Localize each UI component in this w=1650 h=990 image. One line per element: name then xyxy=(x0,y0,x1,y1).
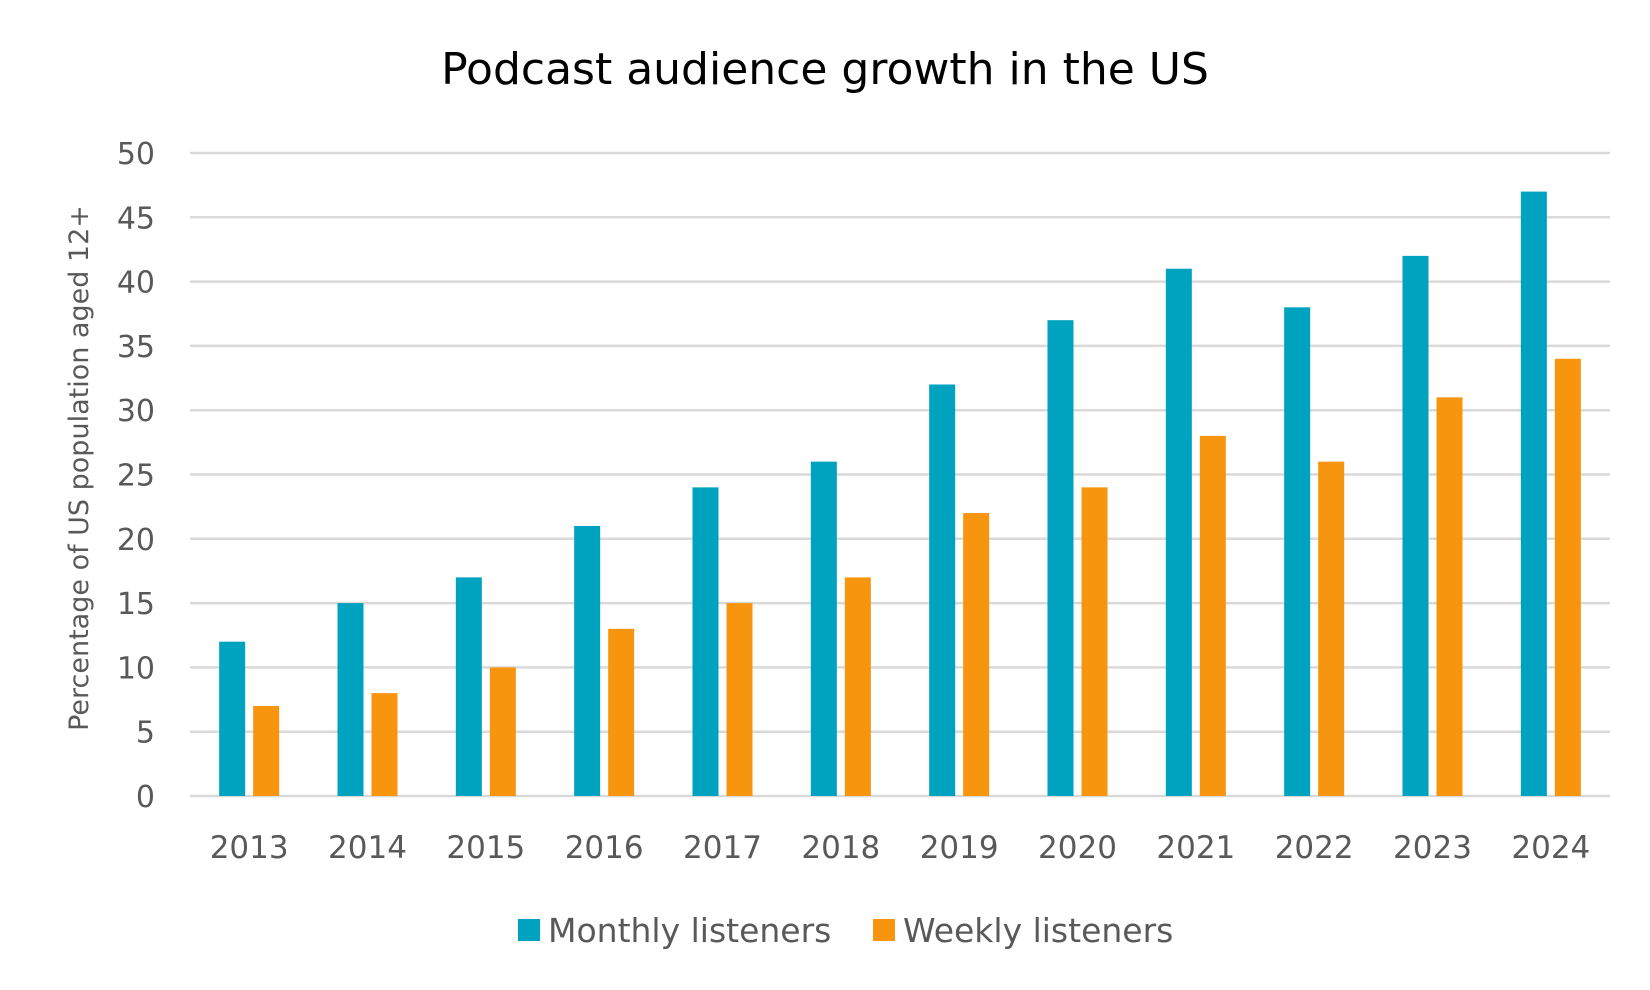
x-tick-label: 2023 xyxy=(1393,830,1472,866)
x-tick-label: 2017 xyxy=(683,830,762,866)
y-tick-label: 25 xyxy=(117,459,155,494)
gridlines xyxy=(190,151,1610,798)
bar-weekly-2018 xyxy=(844,577,871,796)
bar-monthly-2017 xyxy=(692,487,719,796)
bar-weekly-2023 xyxy=(1436,397,1463,796)
bar-weekly-2013 xyxy=(253,705,280,796)
x-tick-label: 2015 xyxy=(446,830,525,866)
legend-label-monthly: Monthly listeners xyxy=(548,911,831,950)
x-tick-label: 2021 xyxy=(1156,830,1235,866)
legend: Monthly listeners Weekly listeners xyxy=(518,911,1173,950)
y-axis-label: Percentage of US population aged 12+ xyxy=(64,205,95,731)
bar-monthly-2013 xyxy=(219,641,246,796)
bar-weekly-2020 xyxy=(1081,487,1108,796)
y-tick-label: 40 xyxy=(117,266,155,301)
legend-swatch-monthly xyxy=(518,919,540,941)
bar-weekly-2024 xyxy=(1554,358,1581,796)
bars xyxy=(219,191,1581,796)
bar-weekly-2014 xyxy=(371,693,398,796)
bar-monthly-2018 xyxy=(810,461,837,796)
bar-monthly-2021 xyxy=(1165,268,1192,796)
bar-monthly-2015 xyxy=(455,577,482,796)
x-tick-label: 2016 xyxy=(565,830,644,866)
y-tick-label: 30 xyxy=(117,394,155,429)
y-axis-ticks: 0 5 10 15 20 25 30 35 40 45 50 xyxy=(117,137,155,815)
legend-swatch-weekly xyxy=(873,919,895,941)
bar-weekly-2022 xyxy=(1318,461,1345,796)
x-tick-label: 2014 xyxy=(328,830,407,866)
y-tick-label: 10 xyxy=(117,651,155,686)
y-tick-label: 0 xyxy=(136,780,155,815)
bar-monthly-2014 xyxy=(337,603,364,796)
y-tick-label: 15 xyxy=(117,587,155,622)
y-tick-label: 35 xyxy=(117,330,155,365)
x-tick-label: 2018 xyxy=(801,830,880,866)
chart-title: Podcast audience growth in the US xyxy=(441,44,1209,95)
bar-monthly-2020 xyxy=(1047,320,1074,796)
x-axis-ticks: 2013 2014 2015 2016 2017 2018 2019 2020 2021 2022… xyxy=(210,830,1591,866)
y-tick-label: 20 xyxy=(117,523,155,558)
x-tick-label: 2020 xyxy=(1038,830,1117,866)
y-tick-label: 50 xyxy=(117,137,155,172)
bar-weekly-2021 xyxy=(1199,435,1226,796)
y-tick-label: 5 xyxy=(136,716,155,751)
bar-weekly-2019 xyxy=(963,513,990,796)
y-tick-label: 45 xyxy=(117,201,155,236)
x-tick-label: 2022 xyxy=(1275,830,1354,866)
legend-label-weekly: Weekly listeners xyxy=(903,911,1173,950)
bar-monthly-2019 xyxy=(929,384,956,796)
bar-monthly-2016 xyxy=(574,525,601,796)
x-tick-label: 2013 xyxy=(210,830,289,866)
bar-monthly-2022 xyxy=(1284,307,1311,796)
bar-monthly-2024 xyxy=(1520,191,1547,796)
x-tick-label: 2024 xyxy=(1511,830,1590,866)
bar-weekly-2016 xyxy=(608,628,635,796)
x-tick-label: 2019 xyxy=(920,830,999,866)
bar-monthly-2023 xyxy=(1402,255,1429,796)
bar-weekly-2017 xyxy=(726,603,753,796)
bar-weekly-2015 xyxy=(489,667,516,796)
